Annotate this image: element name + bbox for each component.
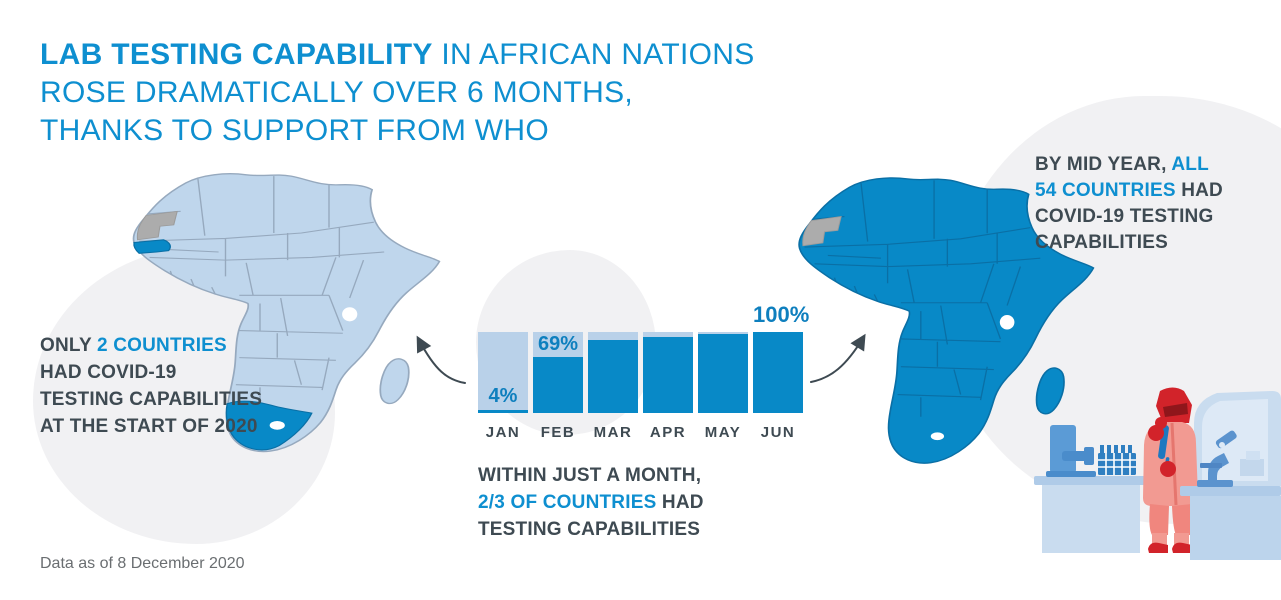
caption-text: COVID-19 TESTING bbox=[1035, 206, 1214, 227]
data-source-note: Data as of 8 December 2020 bbox=[40, 555, 245, 572]
lake-victoria bbox=[999, 314, 1015, 330]
senegal-highlight bbox=[132, 238, 173, 256]
caption-mid-year: BY MID YEAR, ALL 54 COUNTRIES HAD COVID-… bbox=[1035, 152, 1223, 256]
month-label-apr: APR bbox=[649, 424, 687, 441]
bar-value-label: 4% bbox=[488, 385, 518, 407]
caption-start-2020: ONLY 2 COUNTRIES HAD COVID-19 TESTING CA… bbox=[40, 332, 262, 440]
bar-value-label: 100% bbox=[753, 302, 810, 327]
bar-chart: 4% 69% 100% JAN FEB MAR APR MAY JUN bbox=[478, 302, 809, 441]
caption-highlight: 2 COUNTRIES bbox=[96, 335, 227, 356]
page-title: LAB TESTING CAPABILITY IN AFRICAN NATION… bbox=[40, 36, 755, 150]
lesotho-hole bbox=[930, 432, 945, 441]
lesotho-hole bbox=[269, 421, 285, 430]
fume-hood-icon bbox=[1194, 391, 1281, 486]
lab-technician-scene bbox=[1034, 387, 1281, 560]
arrow-to-right-map bbox=[810, 333, 866, 383]
bar-fill bbox=[643, 336, 693, 413]
caption-text: WITHIN JUST A MONTH, bbox=[478, 465, 702, 486]
lab-analyzer-icon bbox=[1046, 425, 1096, 477]
bar-fill bbox=[478, 409, 528, 413]
lab-bench-right bbox=[1180, 486, 1281, 560]
africa-map-mid-2020 bbox=[797, 176, 1096, 465]
caption-text: TESTING CAPABILITIES bbox=[478, 519, 701, 540]
caption-text: BY MID YEAR, bbox=[1035, 154, 1172, 175]
lake-victoria bbox=[342, 307, 358, 322]
bar-mar bbox=[588, 332, 638, 413]
month-label-mar: MAR bbox=[593, 424, 633, 441]
bar-chart-months: JAN FEB MAR APR MAY JUN bbox=[478, 424, 803, 441]
caption-highlight: 2/3 OF COUNTRIES bbox=[478, 492, 657, 513]
arrow-to-left-map bbox=[416, 335, 466, 384]
title-line3: THANKS TO SUPPORT FROM WHO bbox=[40, 114, 549, 147]
bar-may bbox=[698, 332, 748, 413]
microscope-icon bbox=[1197, 430, 1237, 487]
month-label-jan: JAN bbox=[485, 424, 521, 441]
caption-text: HAD bbox=[1175, 180, 1223, 201]
bar-jan: 4% bbox=[478, 332, 528, 413]
title-line1-rest: IN AFRICAN NATIONS bbox=[432, 38, 755, 71]
bar-fill bbox=[753, 332, 803, 413]
caption-text: HAD COVID-19 bbox=[40, 362, 177, 383]
lab-bench-left bbox=[1034, 476, 1150, 553]
bar-value-label: 69% bbox=[537, 333, 579, 355]
bar-fill bbox=[588, 340, 638, 413]
test-tube-rack-icon bbox=[1098, 445, 1136, 475]
caption-within-month: WITHIN JUST A MONTH, 2/3 OF COUNTRIES HA… bbox=[478, 462, 704, 543]
lab-technician-icon bbox=[1143, 387, 1198, 553]
bar-fill bbox=[698, 333, 748, 413]
bar-apr bbox=[643, 332, 693, 413]
bar-fill bbox=[533, 357, 583, 413]
caption-highlight: ALL bbox=[1171, 154, 1209, 175]
caption-highlight: 54 COUNTRIES bbox=[1035, 180, 1176, 201]
caption-text: AT THE START OF 2020 bbox=[40, 416, 258, 437]
caption-text: ONLY bbox=[40, 335, 97, 356]
month-label-feb: FEB bbox=[540, 424, 576, 441]
bar-chart-bars: 4% 69% 100% bbox=[478, 302, 809, 413]
caption-text: HAD bbox=[656, 492, 704, 513]
bar-jun: 100% bbox=[753, 302, 809, 413]
month-label-may: MAY bbox=[704, 424, 742, 441]
caption-text: TESTING CAPABILITIES bbox=[40, 389, 263, 410]
title-highlight: LAB TESTING CAPABILITY bbox=[40, 38, 433, 71]
bar-feb: 69% bbox=[533, 332, 583, 413]
caption-text: CAPABILITIES bbox=[1035, 232, 1168, 253]
month-label-jun: JUN bbox=[760, 424, 796, 441]
africa-map-start-2020 bbox=[131, 172, 442, 454]
title-line2: ROSE DRAMATICALLY OVER 6 MONTHS, bbox=[40, 76, 634, 109]
